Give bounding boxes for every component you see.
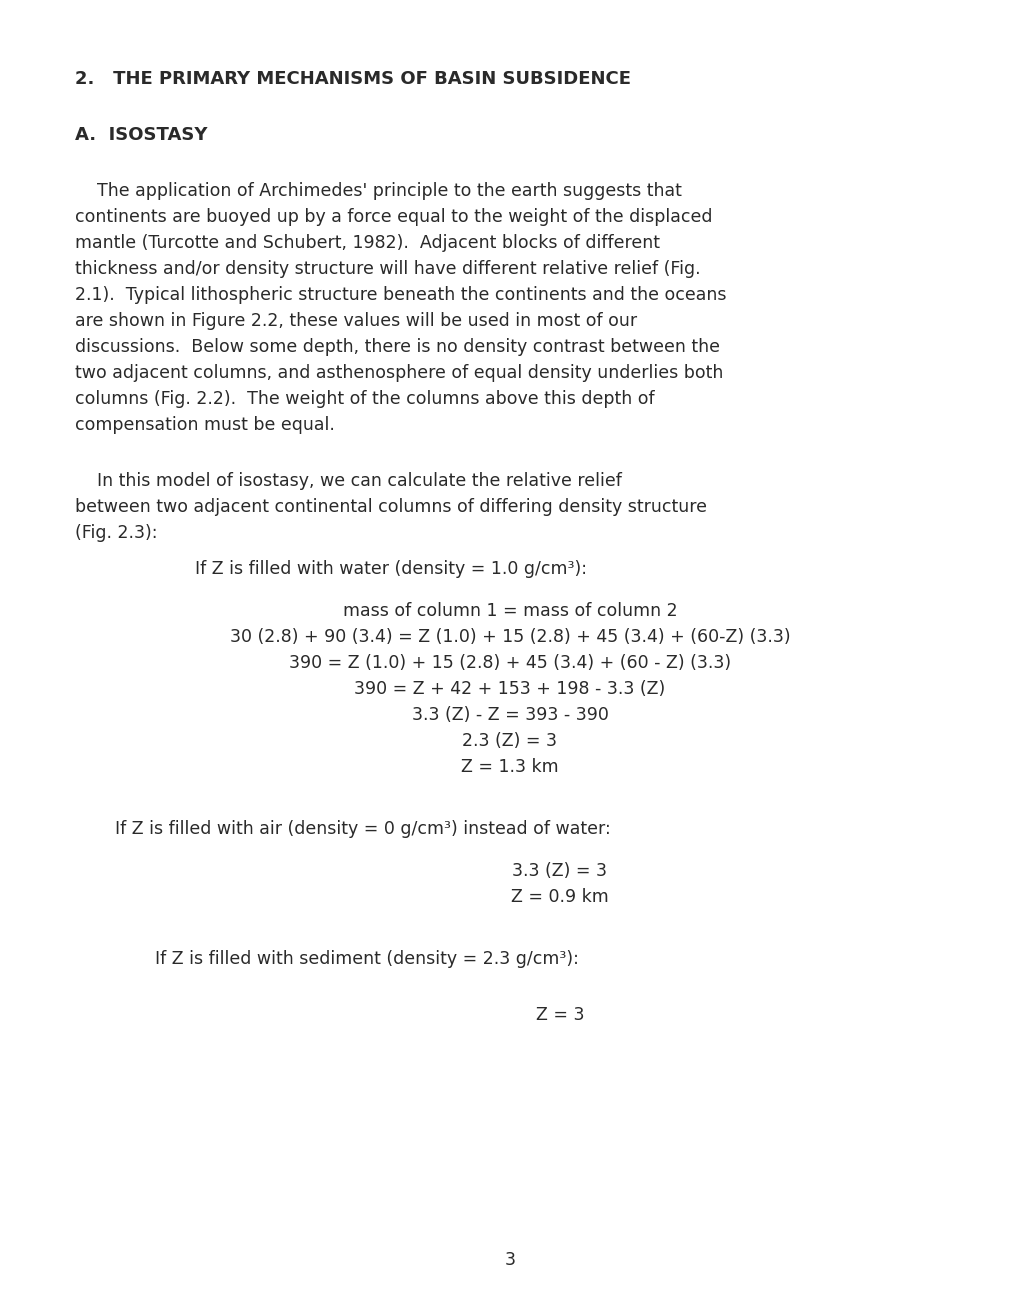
Text: 3.3 (Z) = 3: 3.3 (Z) = 3 — [512, 862, 607, 880]
Text: 2.   THE PRIMARY MECHANISMS OF BASIN SUBSIDENCE: 2. THE PRIMARY MECHANISMS OF BASIN SUBSI… — [75, 70, 631, 88]
Text: If Z is filled with air (density = 0 g/cm³) instead of water:: If Z is filled with air (density = 0 g/c… — [115, 820, 610, 839]
Text: compensation must be equal.: compensation must be equal. — [75, 416, 334, 434]
Text: 3.3 (Z) - Z = 393 - 390: 3.3 (Z) - Z = 393 - 390 — [411, 706, 608, 724]
Text: Z = 3: Z = 3 — [535, 1006, 584, 1024]
Text: thickness and/or density structure will have different relative relief (Fig.: thickness and/or density structure will … — [75, 260, 700, 279]
Text: two adjacent columns, and asthenosphere of equal density underlies both: two adjacent columns, and asthenosphere … — [75, 364, 722, 382]
Text: mantle (Turcotte and Schubert, 1982).  Adjacent blocks of different: mantle (Turcotte and Schubert, 1982). Ad… — [75, 235, 659, 251]
Text: continents are buoyed up by a force equal to the weight of the displaced: continents are buoyed up by a force equa… — [75, 207, 712, 226]
Text: (Fig. 2.3):: (Fig. 2.3): — [75, 524, 157, 542]
Text: A.  ISOSTASY: A. ISOSTASY — [75, 126, 207, 144]
Text: mass of column 1 = mass of column 2: mass of column 1 = mass of column 2 — [342, 603, 677, 619]
Text: In this model of isostasy, we can calculate the relative relief: In this model of isostasy, we can calcul… — [75, 472, 622, 490]
Text: columns (Fig. 2.2).  The weight of the columns above this depth of: columns (Fig. 2.2). The weight of the co… — [75, 390, 654, 408]
Text: 2.1).  Typical lithospheric structure beneath the continents and the oceans: 2.1). Typical lithospheric structure ben… — [75, 286, 726, 305]
Text: If Z is filled with water (density = 1.0 g/cm³):: If Z is filled with water (density = 1.0… — [195, 560, 586, 578]
Text: If Z is filled with sediment (density = 2.3 g/cm³):: If Z is filled with sediment (density = … — [155, 950, 579, 968]
Text: 390 = Z (1.0) + 15 (2.8) + 45 (3.4) + (60 - Z) (3.3): 390 = Z (1.0) + 15 (2.8) + 45 (3.4) + (6… — [288, 654, 731, 673]
Text: Z = 0.9 km: Z = 0.9 km — [511, 888, 608, 906]
Text: The application of Archimedes' principle to the earth suggests that: The application of Archimedes' principle… — [75, 181, 682, 200]
Text: discussions.  Below some depth, there is no density contrast between the: discussions. Below some depth, there is … — [75, 338, 719, 356]
Text: 30 (2.8) + 90 (3.4) = Z (1.0) + 15 (2.8) + 45 (3.4) + (60-Z) (3.3): 30 (2.8) + 90 (3.4) = Z (1.0) + 15 (2.8)… — [229, 629, 790, 645]
Text: Z = 1.3 km: Z = 1.3 km — [461, 758, 558, 776]
Text: 3: 3 — [504, 1251, 515, 1269]
Text: 2.3 (Z) = 3: 2.3 (Z) = 3 — [462, 732, 557, 750]
Text: are shown in Figure 2.2, these values will be used in most of our: are shown in Figure 2.2, these values wi… — [75, 312, 637, 330]
Text: between two adjacent continental columns of differing density structure: between two adjacent continental columns… — [75, 498, 706, 516]
Text: 390 = Z + 42 + 153 + 198 - 3.3 (Z): 390 = Z + 42 + 153 + 198 - 3.3 (Z) — [354, 680, 665, 699]
